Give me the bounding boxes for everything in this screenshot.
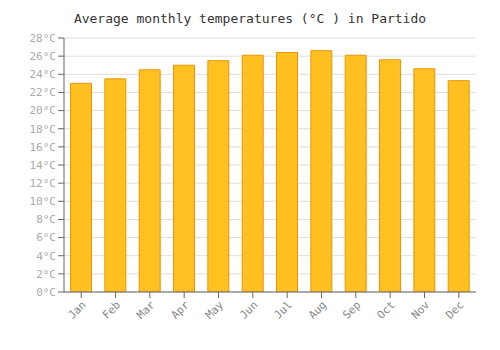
svg-text:14°C: 14°C [30,159,57,172]
svg-text:Dec: Dec [443,298,466,321]
svg-text:16°C: 16°C [30,141,57,154]
svg-text:Feb: Feb [100,298,123,321]
svg-text:2°C: 2°C [36,268,56,281]
svg-text:Sep: Sep [340,298,363,321]
svg-text:4°C: 4°C [36,250,56,263]
svg-text:28°C: 28°C [30,32,57,45]
svg-text:26°C: 26°C [30,50,57,63]
svg-text:Apr: Apr [169,298,193,322]
svg-text:Oct: Oct [375,298,398,321]
svg-text:Aug: Aug [306,298,329,321]
svg-text:Jul: Jul [272,298,295,321]
svg-text:22°C: 22°C [30,86,57,99]
svg-text:6°C: 6°C [36,231,56,244]
svg-text:0°C: 0°C [36,286,56,299]
svg-text:Nov: Nov [409,298,433,322]
svg-text:20°C: 20°C [30,104,57,117]
svg-text:8°C: 8°C [36,213,56,226]
svg-text:24°C: 24°C [30,68,57,81]
svg-text:18°C: 18°C [30,123,57,136]
svg-text:10°C: 10°C [30,195,57,208]
svg-text:May: May [203,298,227,322]
svg-text:Jan: Jan [66,298,89,321]
svg-text:Mar: Mar [134,298,158,322]
html-text:Average monthly temperatures (: Average monthly temperatures (°C ) in Pa… [73,11,427,26]
svg-text:Jun: Jun [237,298,260,321]
svg-text:12°C: 12°C [30,177,57,190]
